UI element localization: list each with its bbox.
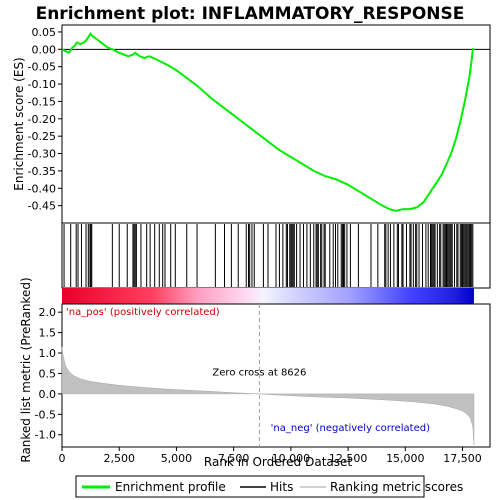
es-y-tick-label: -0.40	[28, 182, 56, 195]
rank-y-tick-label: 2.0	[39, 306, 57, 319]
chart-title: Enrichment plot: INFLAMMATORY_RESPONSE	[36, 4, 465, 24]
rank-y-axis-label: Ranked list metric (PreRanked)	[19, 277, 33, 462]
zero-cross-label: Zero cross at 8626	[212, 368, 306, 379]
rank-y-tick-label: 0.0	[39, 388, 57, 401]
enrichment-plot-frame	[61, 24, 491, 224]
x-tick-label: 15,000	[386, 452, 425, 465]
ranking-color-bar	[62, 288, 474, 304]
x-tick-label: 0	[59, 452, 66, 465]
rank-y-axis: 2.0 1.5 1.0 0.5 0.0 -0.5 -1.0	[35, 306, 62, 442]
es-y-axis-label: Enrichment score (ES)	[12, 57, 26, 190]
es-y-tick-label: -0.05	[28, 61, 56, 74]
legend-label-ranking: Ranking metric scores	[330, 480, 463, 494]
x-axis-label: Rank in Ordered Dataset	[204, 455, 352, 469]
hit-lines	[63, 224, 474, 287]
es-y-tick-label: 0.05	[32, 26, 57, 39]
ranking-metric-panel: 2.0 1.5 1.0 0.5 0.0 -0.5 -1.0 Zero cross at 86…	[19, 277, 491, 469]
es-y-tick-label: -0.15	[28, 95, 56, 108]
x-axis: 0 2,500 5,000 7,500 10,000 12,500 15,000 17,500	[59, 447, 482, 465]
x-tick-label: 7,500	[218, 452, 250, 465]
rank-y-tick-label: 0.5	[39, 367, 57, 380]
legend-label-hits: Hits	[270, 480, 293, 494]
es-y-tick-label: -0.20	[28, 113, 56, 126]
rank-y-tick-label: 1.5	[39, 327, 57, 340]
positive-correlation-label: 'na_pos' (positively correlated)	[66, 307, 220, 318]
x-tick-label: 2,500	[103, 452, 135, 465]
enrichment-profile-line	[61, 31, 475, 212]
es-y-tick-label: -0.30	[28, 148, 56, 161]
ranking-plot-frame	[61, 303, 491, 448]
es-y-tick-label: 0.00	[32, 43, 57, 56]
es-y-tick-label: -0.25	[28, 130, 56, 143]
es-y-tick-label: -0.10	[28, 78, 56, 91]
rank-y-tick-label: -0.5	[35, 408, 56, 421]
es-y-tick-label: -0.45	[28, 200, 56, 213]
es-y-tick-label: -0.35	[28, 165, 56, 178]
legend: Enrichment profile Hits Ranking metric s…	[75, 475, 463, 498]
hits-panel	[61, 222, 491, 289]
x-tick-label: 17,500	[443, 452, 482, 465]
ranking-metric-area	[61, 346, 475, 446]
x-tick-label: 5,000	[161, 452, 193, 465]
x-tick-label: 12,500	[329, 452, 368, 465]
x-tick-label: 10,000	[272, 452, 311, 465]
rank-y-tick-label: 1.0	[39, 347, 57, 360]
rank-y-tick-label: -1.0	[35, 429, 56, 442]
enrichment-panel: 0.05 0.00 -0.05 -0.10 -0.15 -0.20 -0.25 -0.30 -0…	[12, 24, 491, 224]
negative-correlation-label: 'na_neg' (negatively correlated)	[271, 423, 430, 434]
es-y-axis: 0.05 0.00 -0.05 -0.10 -0.15 -0.20 -0.25 -0.30 -0…	[28, 26, 62, 213]
legend-label-enrichment: Enrichment profile	[115, 480, 226, 494]
